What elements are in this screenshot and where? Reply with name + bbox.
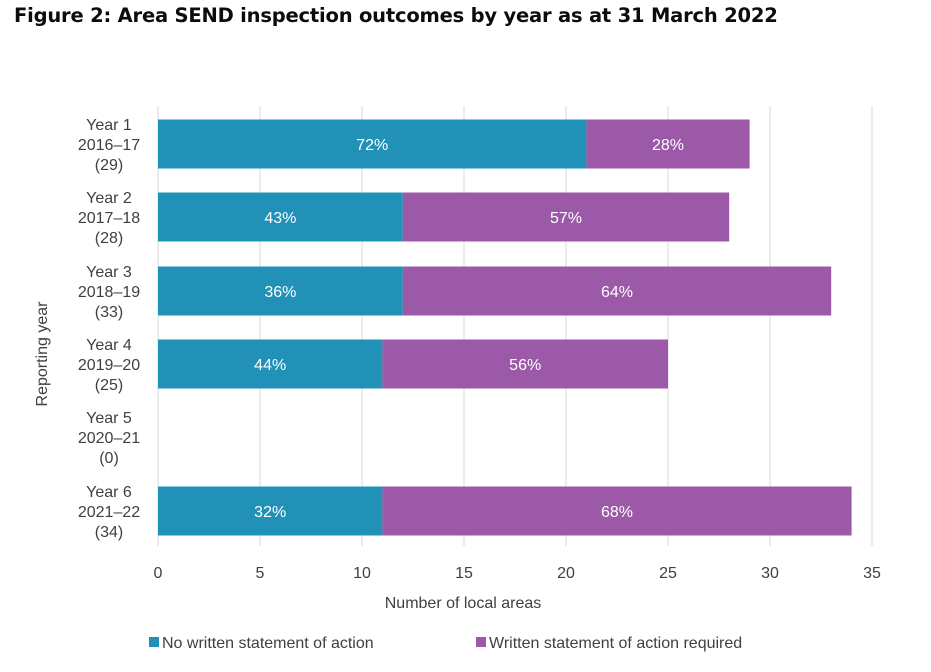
bar-data-label: 36% <box>264 284 296 301</box>
y-tick-label: (28) <box>95 230 123 247</box>
y-tick-label: Year 2 <box>86 190 132 207</box>
y-tick-label: Year 3 <box>86 264 132 281</box>
x-tick-label: 0 <box>154 565 163 582</box>
y-tick-label: 2020–21 <box>78 430 140 447</box>
bar-data-label: 43% <box>264 210 296 227</box>
bar-segment <box>158 192 403 242</box>
legend-label: Written statement of action required <box>489 635 742 652</box>
legend: No written statement of action Written st… <box>149 635 742 652</box>
x-tick-label: 15 <box>455 565 473 582</box>
y-tick-label: Year 4 <box>86 337 132 354</box>
y-tick-label: (29) <box>95 157 123 174</box>
y-tick-label: Year 5 <box>86 410 132 427</box>
y-tick-label: Year 6 <box>86 484 132 501</box>
bar-segment <box>158 266 403 316</box>
bar-data-label: 64% <box>601 284 633 301</box>
x-tick-labels: 0 5 10 15 20 25 30 35 <box>154 565 881 582</box>
bar-data-label: 68% <box>601 504 633 521</box>
bar-data-label: 28% <box>652 137 684 154</box>
x-tick-label: 25 <box>659 565 677 582</box>
bar-segment <box>382 339 668 389</box>
y-tick-label: (34) <box>95 524 123 541</box>
bar-segment <box>402 192 730 242</box>
bar-segment <box>586 119 750 169</box>
bar-segment <box>158 119 587 169</box>
y-tick-label: 2019–20 <box>78 357 140 374</box>
legend-swatch <box>476 637 486 647</box>
y-axis-title: Reporting year <box>34 301 51 407</box>
x-axis-title: Number of local areas <box>385 595 542 612</box>
bar-data-label: 44% <box>254 357 286 374</box>
gridlines <box>157 106 873 546</box>
y-tick-label: (33) <box>95 304 123 321</box>
x-tick-label: 10 <box>353 565 371 582</box>
legend-swatch <box>149 637 159 647</box>
y-tick-label: (25) <box>95 377 123 394</box>
y-tick-label: 2017–18 <box>78 210 140 227</box>
bar-data-label: 57% <box>550 210 582 227</box>
chart-title: Figure 2: Area SEND inspection outcomes … <box>14 4 778 27</box>
bar-data-label: 56% <box>509 357 541 374</box>
x-tick-label: 35 <box>863 565 881 582</box>
y-tick-label: 2018–19 <box>78 284 140 301</box>
bars: 72% 28% 43% 57% 36% 64% 44% 56% 32% 68% <box>158 119 852 536</box>
bar-segment <box>402 266 832 316</box>
x-tick-label: 5 <box>256 565 265 582</box>
bar-segment <box>382 486 852 536</box>
x-tick-label: 20 <box>557 565 575 582</box>
y-tick-label: (0) <box>99 450 119 467</box>
bar-data-label: 32% <box>254 504 286 521</box>
y-tick-labels: Year 1 2016–17 (29) Year 2 2017–18 (28) Year 3… <box>78 117 140 541</box>
y-tick-label: 2021–22 <box>78 504 140 521</box>
y-tick-label: Year 1 <box>86 117 132 134</box>
legend-label: No written statement of action <box>162 635 374 652</box>
y-tick-label: 2016–17 <box>78 137 140 154</box>
bar-data-label: 72% <box>356 137 388 154</box>
x-tick-label: 30 <box>761 565 779 582</box>
bar-segment <box>158 339 383 389</box>
bar-segment <box>158 486 383 536</box>
